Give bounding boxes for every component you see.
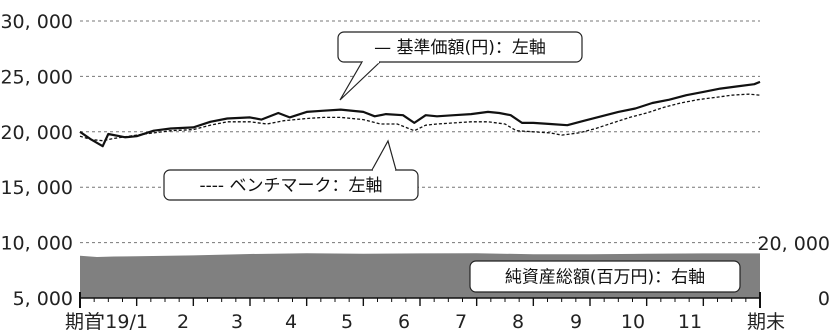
x-tick-label: 期首 bbox=[65, 311, 103, 332]
callout-label: 純資産総額(百万円)：右軸 bbox=[505, 268, 705, 288]
x-tick-label: 9 bbox=[570, 311, 582, 332]
left-tick-label: 30, 000 bbox=[0, 11, 73, 33]
x-tick-label: 4 bbox=[285, 311, 297, 332]
callout-label: — 基準価額(円)：左軸 bbox=[374, 38, 546, 58]
x-tick-label: 3 bbox=[231, 311, 243, 332]
x-tick-label: 7 bbox=[455, 311, 467, 332]
x-tick-label: 期末 bbox=[747, 311, 785, 332]
callout-pointer bbox=[371, 139, 397, 171]
x-tick-label: 5 bbox=[341, 311, 353, 332]
net-assets-legend-callout: 純資産総額(百万円)：右軸 bbox=[469, 260, 741, 293]
right-tick-label: 0 bbox=[818, 288, 830, 310]
axes bbox=[79, 292, 761, 308]
callout-box bbox=[163, 169, 419, 201]
left-tick-label: 25, 000 bbox=[0, 66, 73, 88]
x-tick-label: '19/1 bbox=[100, 311, 148, 332]
x-tick-label: 10 bbox=[621, 311, 645, 332]
callout-box bbox=[337, 31, 583, 63]
left-tick-label: 15, 000 bbox=[0, 177, 73, 199]
grid-lines bbox=[80, 20, 760, 244]
benchmark-legend-callout: ---- ベンチマーク：左軸 bbox=[163, 139, 419, 201]
tick-labels: 30, 000 25, 000 20, 000 15, 000 10, 000 5, 00… bbox=[0, 11, 830, 332]
x-tick-label: 8 bbox=[512, 311, 524, 332]
left-tick-label: 5, 000 bbox=[13, 288, 73, 310]
right-tick-label: 20, 000 bbox=[757, 233, 830, 255]
callout-box bbox=[469, 260, 741, 293]
callout-label: ---- ベンチマーク：左軸 bbox=[200, 176, 383, 196]
x-tick-label: 6 bbox=[398, 311, 410, 332]
price-lines-layer bbox=[79, 80, 761, 148]
x-tick-label: 11 bbox=[678, 311, 702, 332]
nav-line bbox=[79, 80, 761, 148]
left-tick-label: 20, 000 bbox=[0, 122, 73, 144]
nav-legend-callout: — 基準価額(円)：左軸 bbox=[337, 31, 583, 101]
callout-pointer bbox=[339, 61, 381, 101]
benchmark-line bbox=[79, 93, 761, 142]
x-tick-label: 2 bbox=[177, 311, 189, 332]
left-tick-label: 10, 000 bbox=[0, 233, 73, 255]
